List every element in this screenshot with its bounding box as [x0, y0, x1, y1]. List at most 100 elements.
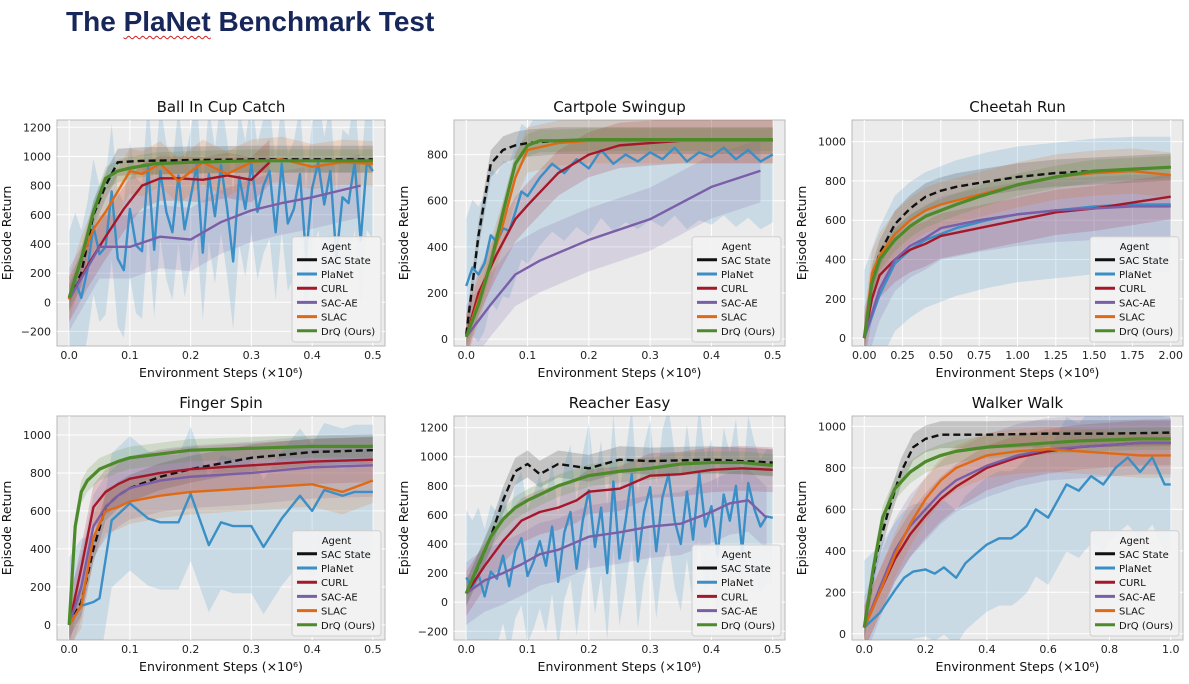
- y-tick-label: 1000: [23, 150, 51, 163]
- y-tick-label: 800: [427, 149, 448, 162]
- series-line: [863, 447, 1171, 629]
- y-axis-label: Episode Return: [794, 186, 809, 281]
- series-line: [67, 444, 373, 625]
- legend-entry: PlaNet: [1119, 270, 1152, 281]
- confidence-band: [69, 136, 373, 322]
- y-tick-label: 0: [44, 619, 51, 632]
- confidence-band: [864, 427, 1171, 639]
- chart-title: Walker Walk: [972, 394, 1064, 412]
- legend-entry: SAC-AE: [721, 298, 758, 309]
- legend: Agent SAC State PlaNet CURL SAC-AE SLAC DrQ (O…: [291, 236, 382, 343]
- x-tick-label: 0.0: [856, 643, 874, 656]
- y-tick-label: 1200: [23, 121, 51, 134]
- series-line: [68, 184, 361, 300]
- y-tick-label: 800: [825, 175, 846, 188]
- x-tick-label: 0.3: [641, 643, 659, 656]
- legend-entry: PlaNet: [321, 270, 354, 281]
- x-axis-label: Environment Steps (×10⁶): [538, 365, 702, 380]
- x-tick-label: 0.5: [764, 643, 782, 656]
- series-line: [67, 159, 373, 299]
- legend: Agent SAC State PlaNet CURL SAC-AE SLAC DrQ (O…: [291, 530, 382, 637]
- legend-entry: DrQ (Ours): [721, 327, 775, 338]
- legend-entry: PlaNet: [721, 578, 754, 589]
- y-axis-label: Episode Return: [396, 481, 411, 576]
- confidence-band: [466, 127, 773, 346]
- series-group: [464, 416, 774, 640]
- legend-entry: SLAC: [321, 313, 347, 324]
- legend-entry: DrQ (Ours): [721, 621, 775, 632]
- confidence-band: [466, 451, 773, 605]
- y-axis-label: Episode Return: [396, 186, 411, 281]
- y-tick-label: 200: [427, 287, 448, 300]
- series-group: [67, 120, 374, 346]
- chart-panel: 0.00 0.25 0.50 0.75 1.00 1.25 1.50 1.75 2.00 0 200…: [794, 98, 1184, 380]
- legend-entry: SAC State: [321, 550, 371, 561]
- legend-entry: DrQ (Ours): [1119, 327, 1173, 338]
- confidence-band: [69, 149, 373, 310]
- x-tick-label: 0.0: [458, 643, 476, 656]
- x-tick-label: 0.4: [303, 349, 321, 362]
- x-axis-label: Environment Steps (×10⁶): [139, 365, 303, 380]
- x-tick-label: 0.5: [364, 349, 382, 362]
- y-tick-label: 400: [30, 543, 51, 556]
- chart-panel: 0.0 0.1 0.2 0.3 0.4 0.5 −200 0 200 400 600 800 1000 1…: [0, 98, 386, 380]
- y-tick-label: 0: [839, 628, 846, 641]
- x-axis-label: Environment Steps (×10⁶): [139, 659, 303, 674]
- legend-title: Agent: [322, 242, 352, 253]
- confidence-band: [864, 148, 1171, 346]
- y-tick-label: 600: [30, 505, 51, 518]
- x-axis-label: Environment Steps (×10⁶): [936, 365, 1100, 380]
- confidence-band: [466, 139, 761, 346]
- x-tick-label: 0.4: [703, 643, 721, 656]
- confidence-band: [864, 174, 1171, 346]
- confidence-band: [864, 153, 1171, 346]
- x-tick-label: 0.1: [519, 349, 537, 362]
- legend: Agent SAC State PlaNet CURL SAC-AE SLAC DrQ (O…: [1089, 236, 1180, 343]
- y-tick-label: 800: [30, 180, 51, 193]
- confidence-band: [864, 174, 1171, 346]
- series-line: [465, 467, 773, 595]
- y-tick-label: 200: [825, 293, 846, 306]
- y-tick-label: 400: [427, 538, 448, 551]
- legend-title: Agent: [1120, 536, 1150, 547]
- y-tick-label: 400: [427, 241, 448, 254]
- confidence-band: [864, 136, 1171, 346]
- y-tick-label: 600: [825, 503, 846, 516]
- legend-entry: SAC State: [721, 256, 771, 267]
- series-line: [863, 205, 1171, 339]
- x-tick-label: 1.50: [1082, 349, 1107, 362]
- x-tick-label: 0.3: [243, 643, 261, 656]
- x-tick-label: 0.75: [967, 349, 992, 362]
- x-tick-label: 0.3: [641, 349, 659, 362]
- x-tick-label: 0.6: [1039, 643, 1057, 656]
- x-tick-label: 1.25: [1044, 349, 1069, 362]
- legend-entry: SAC-AE: [321, 298, 358, 309]
- x-axis-label: Environment Steps (×10⁶): [936, 659, 1100, 674]
- y-tick-label: −200: [418, 625, 448, 638]
- y-tick-label: 800: [427, 480, 448, 493]
- confidence-band: [466, 120, 773, 346]
- legend-entry: CURL: [1119, 284, 1146, 295]
- x-tick-label: 0.0: [60, 349, 78, 362]
- x-tick-label: 0.2: [580, 643, 598, 656]
- chart-title: Finger Spin: [179, 394, 263, 412]
- legend-entry: DrQ (Ours): [1119, 621, 1173, 632]
- y-tick-label: 600: [427, 509, 448, 522]
- x-tick-label: 0.2: [182, 349, 200, 362]
- series-line: [862, 165, 1171, 339]
- page-title-planet: PlaNet: [123, 6, 211, 37]
- legend-entry: SAC State: [721, 564, 771, 575]
- legend-title: Agent: [322, 536, 352, 547]
- confidence-band: [864, 416, 1171, 640]
- page-title-part3: Benchmark Test: [210, 6, 435, 37]
- confidence-band: [69, 458, 373, 640]
- x-tick-label: 0.4: [703, 349, 721, 362]
- legend: Agent SAC State PlaNet CURL SAC-AE DrQ (Ours): [691, 544, 782, 637]
- series-line: [68, 161, 374, 300]
- x-tick-label: 0.25: [890, 349, 915, 362]
- y-tick-label: 1000: [818, 136, 846, 149]
- legend-entry: PlaNet: [1119, 564, 1152, 575]
- y-tick-label: 0: [441, 333, 448, 346]
- legend-entry: PlaNet: [721, 270, 754, 281]
- legend-entry: SLAC: [321, 607, 347, 618]
